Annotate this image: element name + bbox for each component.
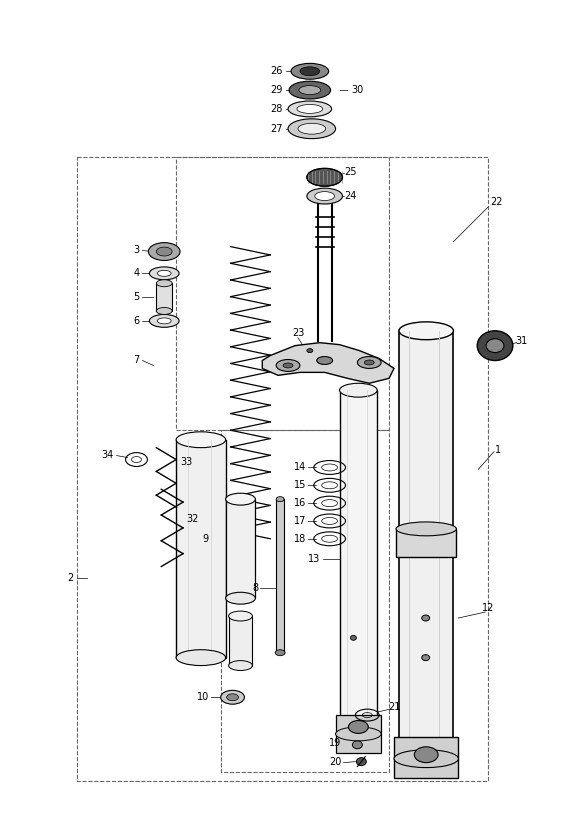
Text: 25: 25: [344, 167, 357, 177]
Ellipse shape: [336, 727, 381, 741]
Ellipse shape: [317, 357, 333, 364]
Ellipse shape: [415, 747, 438, 763]
Ellipse shape: [157, 270, 171, 276]
Text: 18: 18: [294, 534, 306, 544]
Ellipse shape: [349, 720, 368, 733]
Text: 2: 2: [67, 574, 73, 583]
Ellipse shape: [339, 383, 377, 397]
Text: 22: 22: [490, 197, 503, 207]
Ellipse shape: [356, 758, 366, 765]
Text: 3: 3: [134, 245, 139, 255]
Bar: [176, 440, 226, 658]
Text: 23: 23: [292, 328, 304, 338]
Bar: [226, 499, 255, 598]
Ellipse shape: [149, 242, 180, 260]
Text: 14: 14: [294, 462, 306, 472]
Bar: [394, 737, 458, 779]
Ellipse shape: [276, 359, 300, 372]
Bar: [156, 283, 172, 311]
Ellipse shape: [396, 522, 456, 536]
Ellipse shape: [357, 357, 381, 368]
Text: 28: 28: [271, 104, 283, 114]
Ellipse shape: [176, 649, 226, 666]
Ellipse shape: [156, 280, 172, 287]
Text: 33: 33: [180, 456, 192, 466]
Text: 15: 15: [293, 480, 306, 490]
Ellipse shape: [275, 649, 285, 656]
Ellipse shape: [422, 654, 430, 661]
Ellipse shape: [149, 267, 179, 280]
Text: 29: 29: [271, 85, 283, 95]
Ellipse shape: [422, 615, 430, 621]
Bar: [276, 499, 284, 653]
Ellipse shape: [229, 611, 252, 621]
Text: 17: 17: [293, 516, 306, 526]
Bar: [396, 529, 456, 556]
Ellipse shape: [399, 322, 454, 339]
Text: 12: 12: [482, 603, 494, 613]
Text: 32: 32: [187, 514, 199, 524]
Polygon shape: [262, 343, 394, 383]
Ellipse shape: [226, 494, 255, 505]
Text: 8: 8: [252, 583, 258, 593]
Ellipse shape: [176, 432, 226, 447]
Text: 10: 10: [196, 692, 209, 702]
Text: 24: 24: [344, 191, 357, 201]
Text: 6: 6: [134, 316, 139, 325]
Ellipse shape: [149, 315, 179, 327]
Text: 20: 20: [329, 756, 342, 766]
Text: 9: 9: [203, 534, 209, 544]
Text: 31: 31: [515, 335, 528, 346]
Ellipse shape: [229, 661, 252, 671]
Ellipse shape: [315, 192, 335, 200]
Ellipse shape: [350, 635, 356, 640]
Ellipse shape: [157, 318, 171, 324]
Bar: [339, 391, 377, 737]
Bar: [336, 715, 381, 752]
Text: 21: 21: [388, 702, 400, 712]
Ellipse shape: [352, 741, 362, 749]
Ellipse shape: [364, 360, 374, 365]
Ellipse shape: [486, 339, 504, 353]
Ellipse shape: [298, 124, 326, 134]
Ellipse shape: [288, 101, 332, 117]
Ellipse shape: [307, 349, 313, 353]
Ellipse shape: [291, 63, 329, 79]
Bar: [399, 330, 454, 756]
Ellipse shape: [477, 330, 513, 360]
Ellipse shape: [288, 119, 336, 138]
Text: 7: 7: [133, 355, 139, 366]
Text: 1: 1: [495, 445, 501, 455]
Ellipse shape: [300, 67, 319, 76]
Text: 26: 26: [271, 66, 283, 77]
Text: 5: 5: [133, 292, 139, 302]
Ellipse shape: [227, 694, 238, 700]
Text: 13: 13: [307, 554, 319, 564]
Ellipse shape: [299, 86, 321, 95]
Ellipse shape: [394, 750, 458, 768]
Ellipse shape: [226, 592, 255, 604]
Ellipse shape: [156, 247, 172, 256]
Text: 19: 19: [329, 737, 342, 748]
Ellipse shape: [297, 105, 323, 114]
Text: 34: 34: [101, 450, 114, 460]
Ellipse shape: [283, 363, 293, 368]
Ellipse shape: [307, 168, 342, 186]
Text: 30: 30: [351, 85, 363, 95]
Ellipse shape: [289, 82, 331, 99]
Ellipse shape: [276, 497, 284, 502]
Ellipse shape: [156, 307, 172, 315]
Text: 4: 4: [134, 269, 139, 279]
Ellipse shape: [307, 188, 342, 204]
Text: 27: 27: [271, 124, 283, 133]
Ellipse shape: [221, 691, 244, 705]
Bar: [229, 616, 252, 666]
Text: 16: 16: [294, 499, 306, 508]
